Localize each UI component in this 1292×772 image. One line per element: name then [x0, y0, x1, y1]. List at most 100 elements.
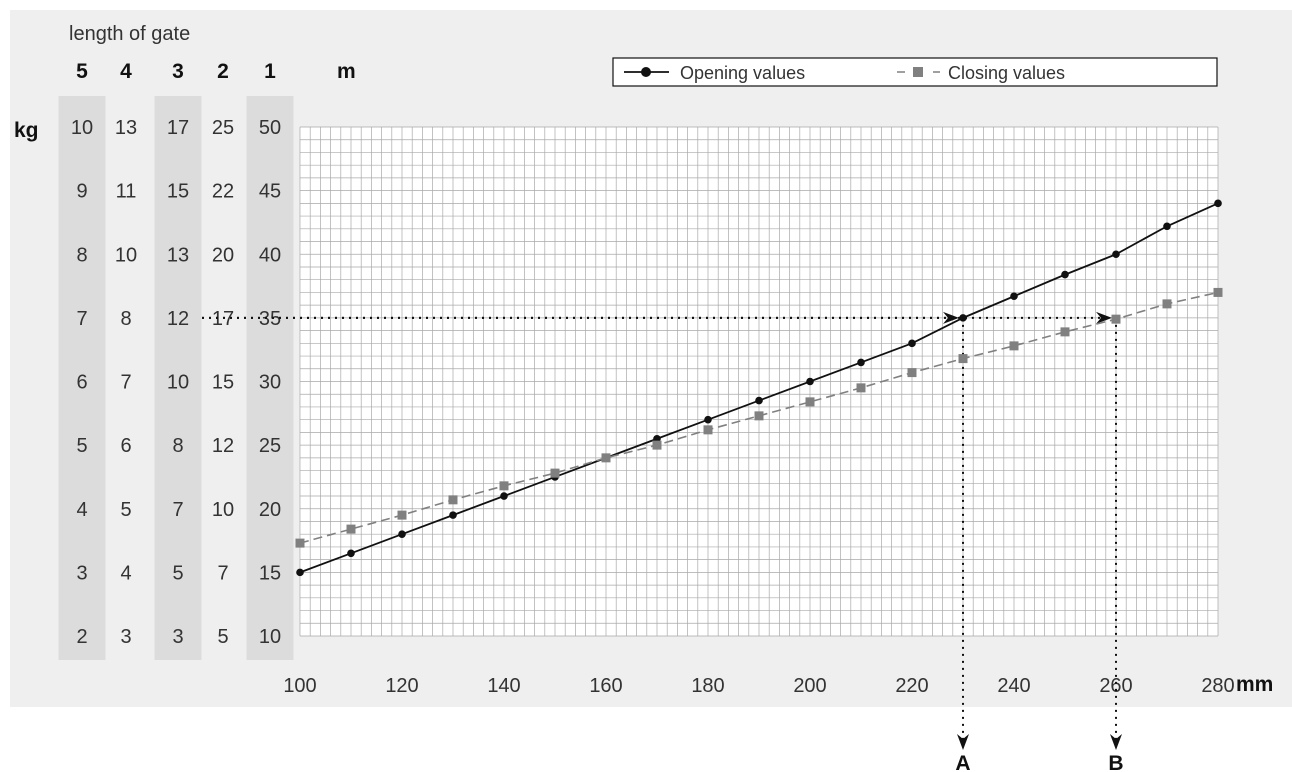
opening-point — [908, 339, 916, 348]
opening-point — [449, 511, 457, 519]
length-column-5-label: 8 — [76, 244, 87, 266]
x-tick-label: 160 — [589, 675, 622, 697]
length-column-1-label: 35 — [259, 308, 281, 330]
length-column-3-label: 15 — [167, 181, 189, 203]
guide-arrow-down-A — [957, 734, 969, 750]
x-tick-label: 200 — [793, 675, 826, 697]
length-column-1-label: 15 — [259, 562, 281, 584]
closing-point — [652, 440, 662, 450]
opening-point — [398, 530, 406, 538]
closing-point — [346, 524, 356, 534]
length-column-3-label: 8 — [172, 435, 183, 457]
opening-point — [857, 358, 865, 367]
length-column-2-label: 10 — [212, 499, 234, 521]
length-column-4-label: 4 — [120, 562, 131, 584]
length-column-3-shade — [154, 96, 202, 660]
length-column-3-label: 3 — [172, 626, 183, 648]
length-column-4-label: 11 — [116, 181, 137, 203]
length-column-5-label: 3 — [76, 562, 87, 584]
x-tick-labels: 100 120 140 160 180 200 220 240 260 280 — [283, 675, 1234, 697]
length-column-4-label: 6 — [120, 435, 131, 457]
x-tick-label: 280 — [1201, 675, 1234, 697]
length-column-5-label: 2 — [76, 626, 87, 648]
opening-point — [704, 415, 712, 424]
legend-label-opening: Opening values — [680, 63, 805, 83]
closing-point — [1009, 341, 1019, 351]
length-column-header-5: 5 — [76, 60, 88, 83]
opening-point — [1214, 199, 1222, 208]
x-axis-label: mm — [1236, 673, 1273, 696]
guide-arrow-down-B — [1110, 734, 1122, 750]
closing-point — [703, 425, 713, 435]
x-tick-label: 100 — [283, 675, 316, 697]
length-column-5-label: 10 — [71, 117, 93, 139]
length-column-5-label: 4 — [76, 499, 87, 521]
length-column-3-label: 12 — [167, 308, 189, 330]
closing-point — [754, 411, 764, 421]
legend-marker-closing — [913, 67, 923, 77]
annotation-label-A: A — [955, 752, 970, 772]
length-column-2-label: 7 — [217, 562, 228, 584]
opening-point — [296, 568, 304, 577]
closing-point — [958, 354, 968, 364]
length-column-2-label: 22 — [212, 181, 234, 203]
closing-point — [601, 453, 611, 463]
length-column-header-4: 4 — [120, 60, 132, 83]
length-column-1-label: 50 — [259, 117, 281, 139]
length-column-3-label: 10 — [167, 372, 189, 394]
opening-point — [1163, 222, 1171, 231]
length-column-4-label: 13 — [115, 117, 137, 139]
length-column-5-label: 6 — [76, 372, 87, 394]
closing-point — [1111, 314, 1121, 324]
length-unit-label: m — [337, 60, 356, 83]
legend-marker-opening — [641, 67, 651, 77]
length-column-2-label: 25 — [212, 117, 234, 139]
opening-point — [1112, 250, 1120, 259]
closing-point — [907, 368, 917, 378]
length-column-labels: 5109876543241311108765433171513121087532… — [71, 60, 281, 648]
opening-point — [1010, 292, 1018, 301]
opening-point — [755, 396, 763, 405]
length-column-2-label: 20 — [212, 244, 234, 266]
guide-arrow-right-B — [1096, 311, 1112, 324]
length-column-4-label: 7 — [120, 372, 131, 394]
opening-point — [1061, 270, 1069, 279]
length-column-3-label: 5 — [172, 562, 183, 584]
length-column-1-label: 20 — [259, 499, 281, 521]
opening-point — [347, 549, 355, 558]
length-column-1-label: 30 — [259, 372, 281, 394]
length-column-1-shade — [246, 96, 294, 660]
closing-point — [550, 468, 560, 478]
closing-point — [295, 538, 305, 548]
length-of-gate-caption: length of gate — [69, 23, 190, 45]
chart-grid — [299, 126, 1219, 637]
x-tick-label: 120 — [385, 675, 418, 697]
closing-point — [499, 481, 509, 491]
closing-point — [397, 510, 407, 520]
length-column-4-label: 3 — [120, 626, 131, 648]
length-column-1-label: 45 — [259, 181, 281, 203]
length-column-2-label: 15 — [212, 372, 234, 394]
length-column-1-label: 25 — [259, 435, 281, 457]
closing-point — [1060, 327, 1070, 337]
length-column-header-1: 1 — [264, 60, 276, 83]
length-column-5-shade — [58, 96, 106, 660]
opening-point — [806, 377, 814, 386]
opening-point — [500, 492, 508, 500]
series-lines — [295, 199, 1223, 577]
closing-point — [1213, 287, 1223, 297]
x-tick-label: 220 — [895, 675, 928, 697]
legend: Opening values Closing values — [612, 57, 1218, 87]
length-column-5-label: 5 — [76, 435, 87, 457]
length-column-1-label: 40 — [259, 244, 281, 266]
length-column-header-3: 3 — [172, 60, 184, 83]
column-backgrounds — [58, 96, 294, 660]
opening-point — [959, 314, 967, 322]
length-column-1-label: 10 — [259, 626, 281, 648]
length-column-4-label: 8 — [120, 308, 131, 330]
length-column-2-label: 12 — [212, 435, 234, 457]
length-column-header-2: 2 — [217, 60, 229, 83]
annotation-label-B: B — [1108, 752, 1123, 772]
x-tick-label: 240 — [997, 675, 1030, 697]
